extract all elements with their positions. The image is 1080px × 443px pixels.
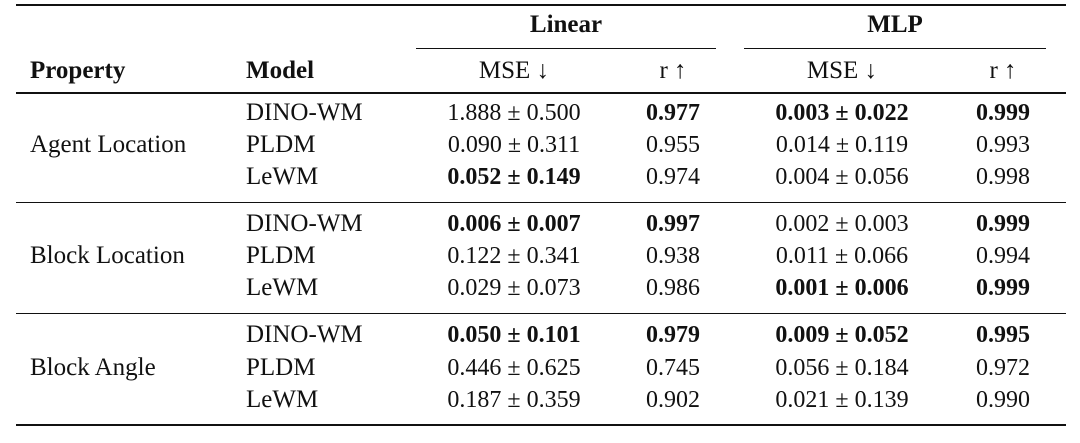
group-header-mlp: MLP [867,11,923,38]
bottom-rule [16,424,1066,426]
linear-r-cell: 0.979 [646,322,700,348]
header-rule [16,92,1066,94]
model-cell: PLDM [246,131,316,158]
linear-mse-cell: 0.050 ± 0.101 [447,322,581,348]
linear-r-cell: 0.745 [646,355,700,381]
property-label: Agent Location [30,131,187,158]
linear-r-cell: 0.986 [646,275,700,301]
mlp-r-cell: 0.972 [976,355,1030,381]
linear-mse-cell: 0.122 ± 0.341 [447,243,581,269]
mlp-r-cell: 0.999 [976,275,1030,301]
linear-mse-cell: 0.187 ± 0.359 [447,387,581,413]
property-label: Block Location [30,242,185,269]
linear-mse-cell: 0.090 ± 0.311 [447,132,581,158]
mlp-mse-cell: 0.009 ± 0.052 [775,322,909,348]
col-header-property: Property [30,57,126,84]
linear-r-cell: 0.955 [646,132,700,158]
mlp-mse-cell: 0.014 ± 0.119 [775,132,909,158]
mlp-r-cell: 0.998 [976,164,1030,190]
linear-r-cell: 0.977 [646,100,700,126]
linear-mse-cell: 0.006 ± 0.007 [447,211,581,237]
group-divider [16,202,1066,203]
linear-mse-cell: 0.052 ± 0.149 [447,164,581,190]
mlp-r-cell: 0.990 [976,387,1030,413]
model-cell: PLDM [246,242,316,269]
mlp-mse-cell: 0.001 ± 0.006 [775,275,909,301]
model-cell: DINO-WM [246,321,363,348]
col-header-linear-r: r ↑ [659,57,687,84]
linear-r-cell: 0.938 [646,243,700,269]
col-header-model: Model [246,57,315,84]
cmidrule-linear [416,48,716,49]
model-cell: DINO-WM [246,210,363,237]
mlp-mse-cell: 0.056 ± 0.184 [775,355,909,381]
col-header-mlp-mse: MSE ↓ [806,57,878,84]
linear-r-cell: 0.997 [646,211,700,237]
linear-mse-cell: 1.888 ± 0.500 [447,100,581,126]
mlp-mse-cell: 0.003 ± 0.022 [775,100,909,126]
mlp-r-cell: 0.999 [976,211,1030,237]
mlp-r-cell: 0.994 [976,243,1030,269]
mlp-r-cell: 0.995 [976,322,1030,348]
model-cell: DINO-WM [246,99,363,126]
linear-r-cell: 0.974 [646,164,700,190]
mlp-mse-cell: 0.004 ± 0.056 [775,164,909,190]
property-label: Block Angle [30,354,156,381]
model-cell: PLDM [246,354,316,381]
mlp-mse-cell: 0.002 ± 0.003 [775,211,909,237]
col-header-mlp-r: r ↑ [989,57,1017,84]
top-rule [16,4,1066,6]
linear-mse-cell: 0.446 ± 0.625 [447,355,581,381]
model-cell: LeWM [246,163,319,190]
group-header-linear: Linear [529,11,603,38]
mlp-mse-cell: 0.011 ± 0.066 [775,243,909,269]
col-header-linear-mse: MSE ↓ [478,57,550,84]
cmidrule-mlp [744,48,1046,49]
mlp-r-cell: 0.993 [976,132,1030,158]
linear-mse-cell: 0.029 ± 0.073 [447,275,581,301]
group-divider [16,313,1066,314]
model-cell: LeWM [246,274,319,301]
mlp-mse-cell: 0.021 ± 0.139 [775,387,909,413]
mlp-r-cell: 0.999 [976,100,1030,126]
model-cell: LeWM [246,386,319,413]
linear-r-cell: 0.902 [646,387,700,413]
